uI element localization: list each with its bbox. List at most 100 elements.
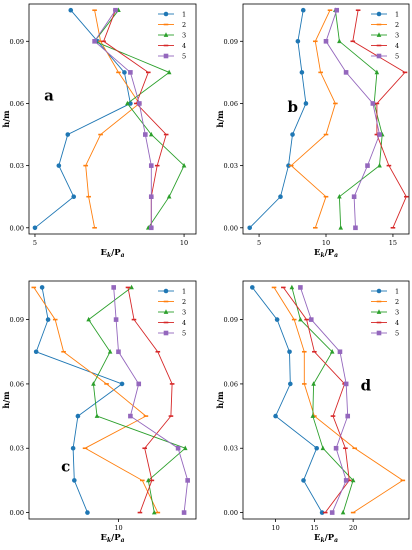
- legend-marker-5: [163, 53, 169, 59]
- x-tick-label: 15: [389, 239, 397, 247]
- data-point-series-5: [329, 510, 335, 515]
- series-line-1: [249, 10, 307, 229]
- data-point-series-3: [86, 316, 91, 322]
- data-point-series-3: [320, 445, 326, 451]
- x-tick-label: 10: [271, 524, 279, 532]
- data-point-series-5: [343, 381, 349, 387]
- data-point-series-1: [288, 381, 293, 387]
- chart-panel-d: 0.00 0.03 0.06 0.09 10 15 20 h/m Ek/Pa 1 2 3 4 5 d: [215, 280, 410, 544]
- data-point-series-1: [290, 132, 295, 137]
- x-tick-label: 10: [180, 239, 188, 247]
- data-point-series-1: [286, 163, 291, 168]
- data-point-series-1: [278, 194, 283, 200]
- y-tick-label: 0.06: [10, 100, 24, 108]
- data-point-series-5: [143, 132, 148, 137]
- data-point-series-5: [111, 285, 116, 290]
- legend-label-5: 5: [395, 329, 399, 337]
- x-tick-label: 15: [310, 524, 318, 532]
- legend-label-3: 3: [182, 31, 186, 39]
- data-point-series-1: [319, 510, 325, 515]
- data-point-series-5: [333, 445, 339, 451]
- y-axis-label: h/m: [1, 391, 11, 409]
- data-point-series-1: [119, 381, 125, 387]
- data-point-series-3: [166, 194, 172, 199]
- data-point-series-3: [298, 316, 303, 322]
- y-tick-label: 0.06: [224, 100, 238, 108]
- series-line-4: [282, 287, 350, 513]
- legend-marker-3: [376, 32, 382, 37]
- data-point-series-3: [310, 413, 316, 418]
- x-tick-label: 10: [322, 239, 330, 247]
- data-point-series-1: [33, 349, 39, 355]
- legend-marker-3: [163, 32, 169, 37]
- legend-marker-1: [163, 11, 169, 17]
- data-point-series-3: [125, 100, 130, 106]
- legend-marker-5: [376, 53, 382, 59]
- data-point-series-5: [377, 132, 382, 137]
- y-tick-label: 0.00: [10, 509, 24, 517]
- series-line-3: [291, 287, 354, 513]
- y-axis-label: h/m: [215, 110, 225, 128]
- data-point-series-3: [166, 69, 172, 75]
- legend-label-3: 3: [395, 31, 399, 39]
- series-line-5: [94, 9, 152, 228]
- plot-frame: [242, 3, 410, 235]
- data-point-series-5: [298, 285, 303, 290]
- data-point-series-3: [311, 381, 316, 386]
- data-point-series-5: [337, 349, 343, 355]
- data-point-series-5: [148, 225, 154, 231]
- data-point-series-3: [338, 225, 344, 230]
- legend-label-4: 4: [182, 42, 186, 50]
- y-tick-label: 0.06: [10, 380, 24, 388]
- series-line-3: [87, 287, 187, 513]
- data-point-series-5: [128, 70, 133, 75]
- legend-label-5: 5: [182, 329, 186, 337]
- series-line-4: [352, 10, 407, 228]
- data-point-series-3: [181, 162, 187, 168]
- series-line-5: [325, 10, 380, 228]
- legend-label-2: 2: [395, 21, 399, 29]
- series-line-4: [127, 287, 173, 513]
- data-point-series-5: [136, 381, 142, 387]
- series-line-4: [103, 10, 167, 228]
- data-point-series-1: [56, 163, 62, 168]
- legend-label-1: 1: [182, 287, 186, 295]
- data-point-series-5: [137, 101, 142, 106]
- legend-label-1: 1: [182, 10, 186, 18]
- data-point-series-3: [145, 477, 151, 483]
- series-line-2: [273, 287, 404, 513]
- legend-marker-3: [163, 309, 169, 314]
- data-point-series-5: [181, 510, 187, 515]
- data-point-series-5: [175, 445, 181, 451]
- data-point-series-1: [75, 413, 81, 419]
- data-point-series-1: [303, 101, 309, 106]
- series-line-2: [33, 287, 159, 513]
- data-point-series-3: [182, 445, 188, 451]
- data-point-series-5: [113, 317, 119, 322]
- x-tick-label: 5: [33, 239, 37, 247]
- legend-label-1: 1: [395, 287, 399, 295]
- data-point-series-1: [301, 478, 306, 483]
- data-point-series-5: [113, 7, 118, 13]
- data-point-series-3: [340, 509, 346, 515]
- panel-label: a: [44, 87, 54, 105]
- data-point-series-3: [337, 194, 342, 199]
- series-line-2: [290, 10, 336, 228]
- data-point-series-3: [377, 162, 382, 168]
- chart-panel-a: 0.00 0.03 0.06 0.09 5 10 h/m Ek/Pa 1 2 3 4 5 a: [1, 3, 197, 259]
- data-point-series-1: [314, 445, 319, 451]
- data-point-series-5: [343, 70, 349, 75]
- data-point-series-5: [351, 194, 357, 200]
- series-line-5: [113, 287, 189, 513]
- legend-label-2: 2: [182, 21, 186, 29]
- legend-label-4: 4: [395, 319, 399, 327]
- data-point-series-1: [45, 317, 51, 322]
- legend-marker-1: [376, 11, 382, 17]
- legend-label-2: 2: [182, 298, 186, 306]
- data-point-series-5: [148, 163, 154, 168]
- y-tick-label: 0.00: [10, 224, 24, 232]
- panel-label: d: [361, 376, 372, 394]
- legend-marker-3: [376, 309, 382, 314]
- chart-panel-b: 0.00 0.03 0.06 0.09 5 10 15 h/m Ek/Pa 1 2 3 4 5 b: [215, 3, 410, 259]
- data-point-series-5: [353, 225, 358, 231]
